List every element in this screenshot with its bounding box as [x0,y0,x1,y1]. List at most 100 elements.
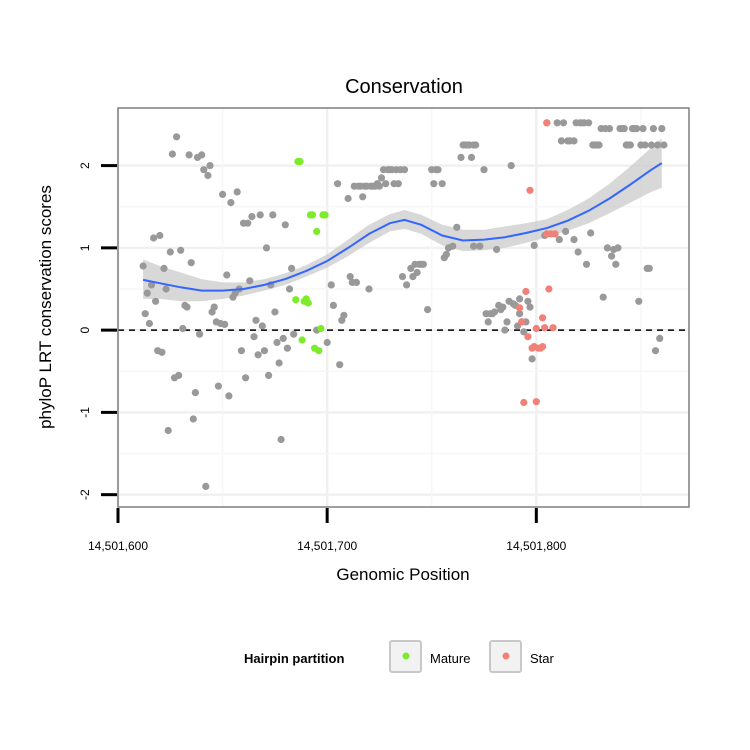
data-point-other [250,333,258,341]
data-point-other [424,306,432,314]
data-point-other [526,303,534,311]
data-point-other [265,371,273,379]
data-point-other [400,166,409,174]
data-point-other [283,344,291,352]
data-point-other [654,141,662,149]
data-point-mature [292,296,300,304]
data-point-other [200,166,208,174]
x-tick-label: 14,501,800 [506,539,566,553]
data-point-other [651,347,660,355]
data-point-other [269,211,277,219]
data-point-other [206,162,214,170]
data-point-other [277,435,285,444]
data-point-star [520,398,528,407]
data-point-other [470,242,478,250]
data-point-star [543,119,551,127]
data-point-mature [321,211,329,219]
data-point-star [539,343,547,351]
data-point-other [258,322,266,330]
data-point-other [649,125,658,133]
chart-title: Conservation [345,76,463,98]
data-point-other [158,348,166,356]
data-point-other [233,188,241,196]
data-point-star [545,285,553,293]
legend-mature-dot [402,652,410,660]
data-point-star [549,324,557,332]
data-point-other [562,227,570,235]
data-point-other [599,293,607,301]
data-point-other [242,374,250,382]
data-point-other [608,252,616,260]
data-point-other [574,248,582,256]
data-point-other [344,194,352,203]
legend-title: Hairpin partition [244,651,344,666]
data-point-other [501,326,509,334]
data-point-other [528,355,536,363]
data-point-other [352,278,360,286]
data-point-other [449,242,457,250]
data-point-other [237,347,245,355]
data-point-other [656,334,664,342]
data-point-other [166,248,174,256]
data-point-other [645,264,653,272]
data-point-other [530,241,538,249]
data-point-other [472,141,480,149]
data-point-other [223,271,231,279]
data-point-other [139,262,147,270]
y-tick-label: 0 [78,326,92,333]
data-point-other [141,310,149,318]
data-point-other [587,229,595,237]
data-point-star [532,398,540,406]
data-point-other [570,236,578,244]
data-point-other [457,153,465,161]
data-point-other [403,281,411,289]
data-point-other [156,231,164,240]
data-point-other [438,180,446,188]
data-point-other [382,180,390,188]
data-point-other [198,151,206,159]
legend-label-star: Star [530,651,555,666]
data-point-other [336,361,344,369]
data-point-other [145,319,153,328]
data-point-mature [315,347,323,355]
plot-border [117,107,690,508]
data-point-other [633,125,641,133]
data-point-other [256,211,264,219]
data-point-other [507,162,515,170]
data-point-other [173,133,181,141]
data-point-other [164,426,172,435]
data-point-other [585,119,593,127]
data-point-other [480,166,488,174]
data-point-other [570,137,578,145]
y-tick-label: -2 [78,489,92,500]
y-axis: -2 -1 0 1 2 [78,162,117,500]
data-point-other [555,236,563,244]
y-axis-title: phyloP LRT conservation scores [36,185,55,429]
data-point-other [394,180,402,188]
data-point-other [484,318,492,326]
y-tick-label: 1 [78,244,92,251]
data-point-other [210,303,218,311]
data-point-other [639,125,647,133]
data-point-other [490,308,499,316]
data-point-other [557,137,566,145]
data-point-other [189,415,197,423]
data-point-star [524,333,532,341]
data-point-other [244,219,252,227]
data-point-other [359,193,367,201]
data-point-other [553,119,561,127]
data-point-other [442,250,450,258]
data-point-other [254,351,262,359]
data-point-other [582,260,591,268]
data-point-other [493,245,501,254]
data-point-other [204,171,212,180]
data-point-other [248,213,256,221]
data-point-other [275,359,283,367]
data-point-other [434,166,442,174]
data-point-mature [298,336,306,344]
data-point-other [290,330,298,338]
data-point-other [503,318,511,326]
data-point-other [614,244,622,252]
data-point-other [377,174,386,182]
